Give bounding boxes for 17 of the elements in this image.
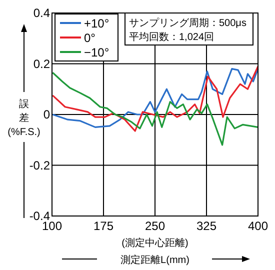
y-tick-label: 0: [43, 108, 50, 122]
x-axis-title: 測定距離L(mm): [120, 254, 190, 266]
x-tick-label: 400: [248, 219, 268, 233]
text: (測定中心距離): [122, 237, 188, 249]
x-tick-label: 175: [93, 219, 114, 233]
legend-label: 0°: [84, 31, 96, 45]
legend-label: −10°: [84, 46, 110, 60]
x-tick-label: 250: [144, 219, 166, 233]
x-tick-label: 325: [196, 219, 217, 233]
legend-label: +10°: [84, 16, 110, 30]
y-axis-title: 誤差(%F.S.): [8, 98, 40, 138]
annotation: サンプリング周期：500μs: [129, 17, 246, 29]
line-series: [52, 72, 259, 146]
y-tick-label: 0.2: [33, 56, 50, 71]
y-tick-label: 0.4: [33, 6, 50, 20]
annotation: 平均回数：1,024回: [129, 31, 214, 43]
y-tick-label: -0.2: [29, 158, 50, 172]
